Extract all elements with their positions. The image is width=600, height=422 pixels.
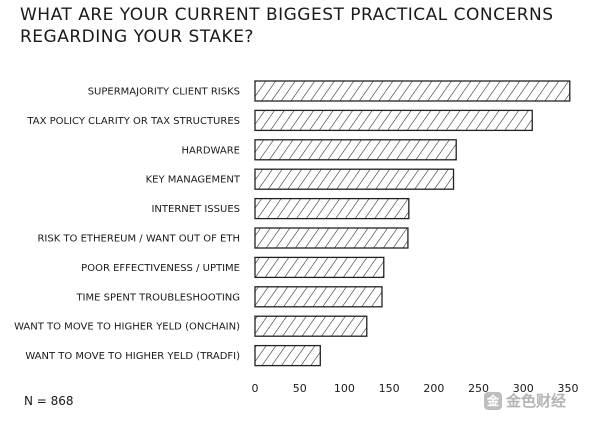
bars xyxy=(254,80,571,367)
bar-3 xyxy=(254,139,457,161)
x-axis: 0 50 100 150 200 250 300 350 xyxy=(252,382,579,395)
watermark-text: 金色财经 xyxy=(506,392,567,410)
category-label-4: KEY MANAGEMENT xyxy=(146,175,241,186)
x-tick-label-300: 300 xyxy=(513,382,534,395)
category-label-1: SUPERMAJORITY CLIENT RISKS xyxy=(88,87,240,98)
bar-2 xyxy=(254,109,533,132)
category-label-5: INTERNET ISSUES xyxy=(151,204,240,215)
x-tick-label-50: 50 xyxy=(293,382,307,395)
x-tick-label-100: 100 xyxy=(334,382,355,395)
category-label-7: POOR EFFECTIVENESS / UPTIME xyxy=(81,263,240,274)
bar-5 xyxy=(254,197,410,220)
x-tick-label-200: 200 xyxy=(423,382,444,395)
bar-7 xyxy=(254,256,385,279)
x-tick-label-0: 0 xyxy=(252,382,259,395)
category-label-3: HARDWARE xyxy=(182,145,240,156)
category-label-9: WANT TO MOVE TO HIGHER YELD (ONCHAIN) xyxy=(14,322,240,333)
jinse-logo-icon: 金 xyxy=(484,391,502,410)
bar-8 xyxy=(254,286,383,308)
bar-1 xyxy=(254,80,571,102)
x-tick-label-150: 150 xyxy=(379,382,400,395)
watermark: 金 金色财经 xyxy=(484,390,566,411)
sample-size-label: N = 868 xyxy=(24,394,74,408)
category-labels: SUPERMAJORITY CLIENT RISKS TAX POLICY CLA… xyxy=(14,87,241,363)
category-label-6: RISK TO ETHEREUM / WANT OUT OF ETH xyxy=(37,234,240,245)
category-label-8: TIME SPENT TROUBLESHOOTING xyxy=(75,292,240,303)
bar-4 xyxy=(254,168,455,190)
bar-9 xyxy=(254,315,368,337)
x-tick-label-350: 350 xyxy=(558,382,579,395)
bar-6 xyxy=(254,227,409,249)
x-tick-label-250: 250 xyxy=(468,382,489,395)
chart-title: WHAT ARE YOUR CURRENT BIGGEST PRACTICAL … xyxy=(20,5,554,47)
category-label-10: WANT TO MOVE TO HIGHER YELD (TRADFI) xyxy=(25,351,240,362)
category-label-2: TAX POLICY CLARITY OR TAX STRUCTURES xyxy=(26,116,240,127)
bar-10 xyxy=(254,344,321,367)
